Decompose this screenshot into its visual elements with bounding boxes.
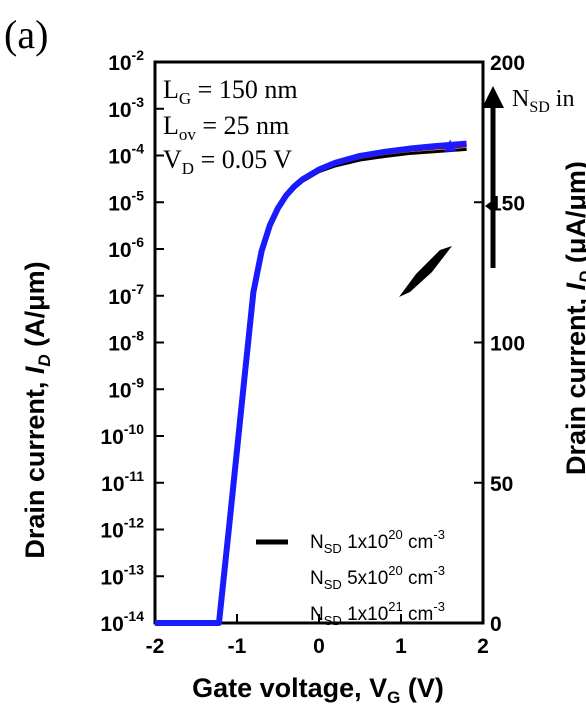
y-left-tick-label: 10-9 xyxy=(108,374,144,402)
y-left-tick-label: 10-5 xyxy=(108,187,144,215)
annotation-lov: Lov = 25 nm xyxy=(163,111,289,144)
y-left-tick-label: 10-7 xyxy=(108,281,144,309)
y-left-tick-label: 10-13 xyxy=(100,561,144,589)
legend-entry: NSD 1x1021 cm-3 xyxy=(310,599,445,628)
y-axis-left-title: Drain current, ID (A/μm) xyxy=(20,261,54,558)
x-axis-tick-labels: -2 -1 0 1 2 xyxy=(146,635,489,658)
y-right-tick-label: 200 xyxy=(490,52,525,75)
x-tick-label: 1 xyxy=(395,635,407,658)
x-tick-label: -1 xyxy=(228,635,247,658)
x-tick-label: 0 xyxy=(313,635,325,658)
panel-label: (a) xyxy=(4,12,48,57)
legend-entry: NSD 5x1020 cm-3 xyxy=(310,563,445,592)
y-right-tick-label: 150 xyxy=(490,192,525,215)
legend-entry: NSD 1x1020 cm-3 xyxy=(310,527,445,556)
y-left-tick-label: 10-8 xyxy=(108,328,144,356)
left-axis-tick-labels: 10-2 10-3 10-4 10-5 10-6 10-7 10-8 10-9 10-10 10-… xyxy=(100,47,144,636)
y-left-tick-label: 10-11 xyxy=(101,468,144,496)
right-axis-tick-labels: 200 150 100 50 0 xyxy=(490,52,525,636)
y-right-tick-label: 50 xyxy=(490,473,513,496)
y-left-tick-label: 10-14 xyxy=(100,608,144,636)
y-left-tick-label: 10-12 xyxy=(100,515,144,543)
y-left-tick-label: 10-2 xyxy=(108,47,144,75)
inset-fragment-large xyxy=(399,246,452,297)
x-axis-title: Gate voltage, VG (V) xyxy=(192,673,444,707)
data-series xyxy=(155,139,467,626)
x-tick-label: 2 xyxy=(477,635,489,658)
annotation-lg: LG = 150 nm xyxy=(163,75,298,108)
x-tick-label: -2 xyxy=(146,635,165,658)
y-right-tick-label: 0 xyxy=(490,613,502,636)
y-left-tick-label: 10-6 xyxy=(108,234,144,262)
y-axis-right-title: Drain current, ID (μA/μm) xyxy=(561,161,586,475)
y-left-tick-label: 10-3 xyxy=(108,94,144,122)
y-right-tick-label: 100 xyxy=(490,333,525,356)
y-left-tick-label: 10-10 xyxy=(100,421,144,449)
arrow-label: NSD in xyxy=(512,86,574,116)
y-left-tick-label: 10-4 xyxy=(108,141,144,169)
inset-fragment-small xyxy=(485,200,493,212)
arrow-head-icon xyxy=(482,86,504,108)
legend: NSD 1x1020 cm-3 NSD 5x1020 cm-3 NSD 1x1021… xyxy=(256,527,445,628)
series-marker xyxy=(444,139,457,152)
series-line-3 xyxy=(155,140,467,626)
annotation-vd: VD = 0.05 V xyxy=(163,145,292,178)
